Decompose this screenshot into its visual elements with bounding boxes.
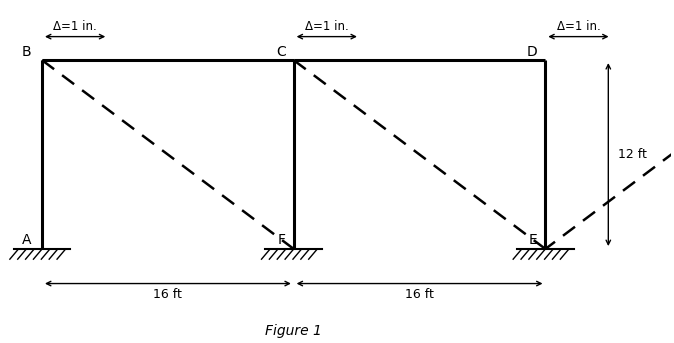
Text: Δ=1 in.: Δ=1 in. bbox=[557, 20, 601, 33]
Text: 16 ft: 16 ft bbox=[154, 288, 183, 301]
Text: A: A bbox=[22, 233, 31, 247]
Text: Figure 1: Figure 1 bbox=[266, 324, 322, 339]
Text: F: F bbox=[278, 233, 286, 247]
Text: 16 ft: 16 ft bbox=[405, 288, 434, 301]
Text: C: C bbox=[276, 45, 286, 59]
Text: B: B bbox=[22, 45, 31, 59]
Text: Δ=1 in.: Δ=1 in. bbox=[53, 20, 97, 33]
Text: Δ=1 in.: Δ=1 in. bbox=[305, 20, 348, 33]
Text: E: E bbox=[529, 233, 538, 247]
Text: 12 ft: 12 ft bbox=[618, 148, 646, 161]
Text: D: D bbox=[527, 45, 538, 59]
